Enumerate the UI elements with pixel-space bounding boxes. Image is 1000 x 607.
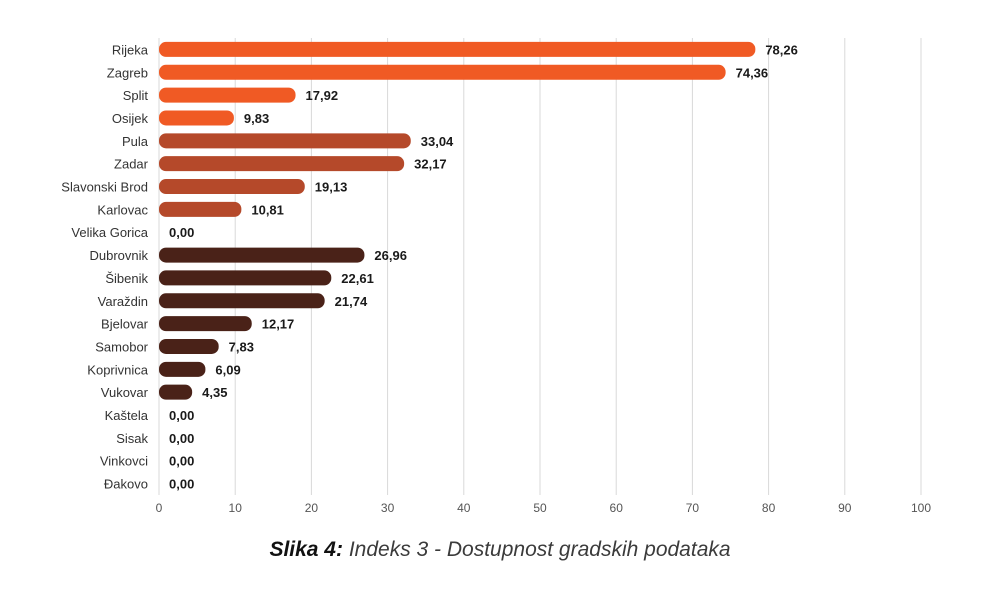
- value-label: 12,17: [262, 317, 295, 332]
- x-tick-label: 50: [533, 501, 547, 515]
- value-label: 21,74: [335, 294, 368, 309]
- caption-prefix: Slika 4:: [269, 538, 343, 561]
- bar: [159, 179, 305, 195]
- x-tick-label: 60: [610, 501, 624, 515]
- category-label: Osijek: [112, 111, 149, 126]
- category-label: Split: [123, 88, 149, 103]
- category-label: Velika Gorica: [71, 225, 148, 240]
- value-label: 19,13: [315, 180, 348, 195]
- value-label: 32,17: [414, 157, 447, 172]
- category-label: Sisak: [116, 431, 148, 446]
- value-label: 0,00: [169, 454, 194, 469]
- x-tick-label: 30: [381, 501, 395, 515]
- bar: [159, 293, 325, 309]
- category-label: Šibenik: [105, 271, 148, 286]
- value-label: 0,00: [169, 225, 194, 240]
- bar: [159, 201, 242, 217]
- category-label: Koprivnica: [87, 362, 148, 377]
- bar: [159, 247, 365, 263]
- category-label: Pula: [122, 134, 149, 149]
- x-tick-label: 0: [156, 501, 163, 515]
- category-label: Rijeka: [112, 42, 149, 57]
- category-label: Đakovo: [104, 477, 148, 492]
- bar: [159, 384, 193, 400]
- bar: [159, 41, 756, 57]
- category-label: Samobor: [95, 339, 148, 354]
- bar: [159, 156, 405, 172]
- value-label: 26,96: [374, 248, 407, 263]
- category-label: Varaždin: [98, 294, 148, 309]
- x-tick-label: 70: [686, 501, 700, 515]
- value-label: 74,36: [736, 65, 769, 80]
- value-label: 7,83: [229, 339, 254, 354]
- category-label: Vukovar: [101, 385, 149, 400]
- value-label: 78,26: [765, 42, 798, 57]
- category-label: Kaštela: [105, 408, 149, 423]
- bar: [159, 110, 234, 126]
- category-label: Bjelovar: [101, 317, 149, 332]
- x-tick-label: 90: [838, 501, 852, 515]
- x-tick-label: 100: [911, 501, 931, 515]
- value-label: 9,83: [244, 111, 269, 126]
- category-label: Dubrovnik: [89, 248, 148, 263]
- figure-caption: Slika 4: Indeks 3 - Dostupnost gradskih …: [0, 538, 1000, 562]
- x-tick-label: 10: [229, 501, 243, 515]
- bar: [159, 338, 219, 354]
- value-label: 6,09: [215, 362, 240, 377]
- bar: [159, 270, 332, 286]
- x-tick-label: 40: [457, 501, 471, 515]
- category-label: Zagreb: [107, 65, 148, 80]
- value-label: 22,61: [341, 271, 374, 286]
- x-tick-label: 20: [305, 501, 319, 515]
- category-label: Zadar: [114, 157, 149, 172]
- bar-chart: 0 10 20 30 40 50 60 70 80 90 100 Rijeka 78,26 Zagreb 7…: [61, 38, 931, 515]
- value-label: 17,92: [306, 88, 339, 103]
- value-label: 0,00: [169, 477, 194, 492]
- bar: [159, 361, 206, 377]
- value-label: 10,81: [251, 202, 284, 217]
- category-label: Slavonski Brod: [61, 180, 148, 195]
- x-tick-label: 80: [762, 501, 776, 515]
- bar: [159, 87, 296, 103]
- caption-text: Indeks 3 - Dostupnost gradskih podataka: [342, 538, 731, 561]
- bar: [159, 316, 252, 332]
- category-label: Vinkovci: [100, 454, 148, 469]
- category-label: Karlovac: [97, 202, 148, 217]
- value-label: 4,35: [202, 385, 227, 400]
- value-label: 0,00: [169, 431, 194, 446]
- bar: [159, 64, 726, 80]
- value-label: 0,00: [169, 408, 194, 423]
- bar: [159, 133, 411, 149]
- value-label: 33,04: [421, 134, 454, 149]
